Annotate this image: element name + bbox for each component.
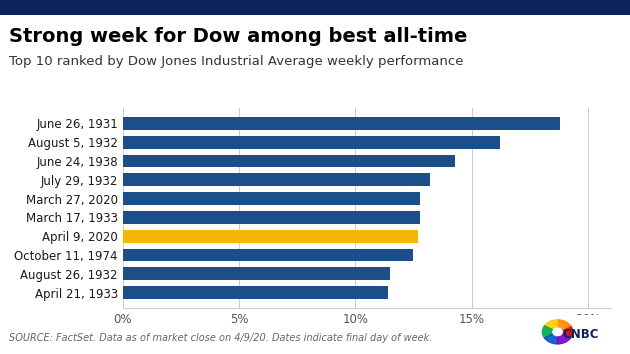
Bar [123,136,500,149]
Bar [123,286,388,299]
Circle shape [553,328,562,336]
Bar [123,155,455,167]
Text: Strong week for Dow among best all-time: Strong week for Dow among best all-time [9,27,468,46]
Bar [123,211,420,224]
Text: SOURCE: FactSet. Data as of market close on 4/9/20. Dates indicate final day of : SOURCE: FactSet. Data as of market close… [9,333,433,343]
Text: Top 10 ranked by Dow Jones Industrial Average weekly performance: Top 10 ranked by Dow Jones Industrial Av… [9,55,464,68]
Bar [123,267,390,280]
Wedge shape [544,320,558,332]
Text: CNBC: CNBC [563,328,599,341]
Bar [123,249,413,261]
Bar [123,117,560,130]
Wedge shape [558,320,571,332]
Wedge shape [544,332,558,344]
Wedge shape [542,326,558,338]
Wedge shape [558,332,571,344]
Bar [123,230,418,242]
Bar [123,173,430,186]
Bar [123,192,420,205]
Wedge shape [558,326,573,338]
